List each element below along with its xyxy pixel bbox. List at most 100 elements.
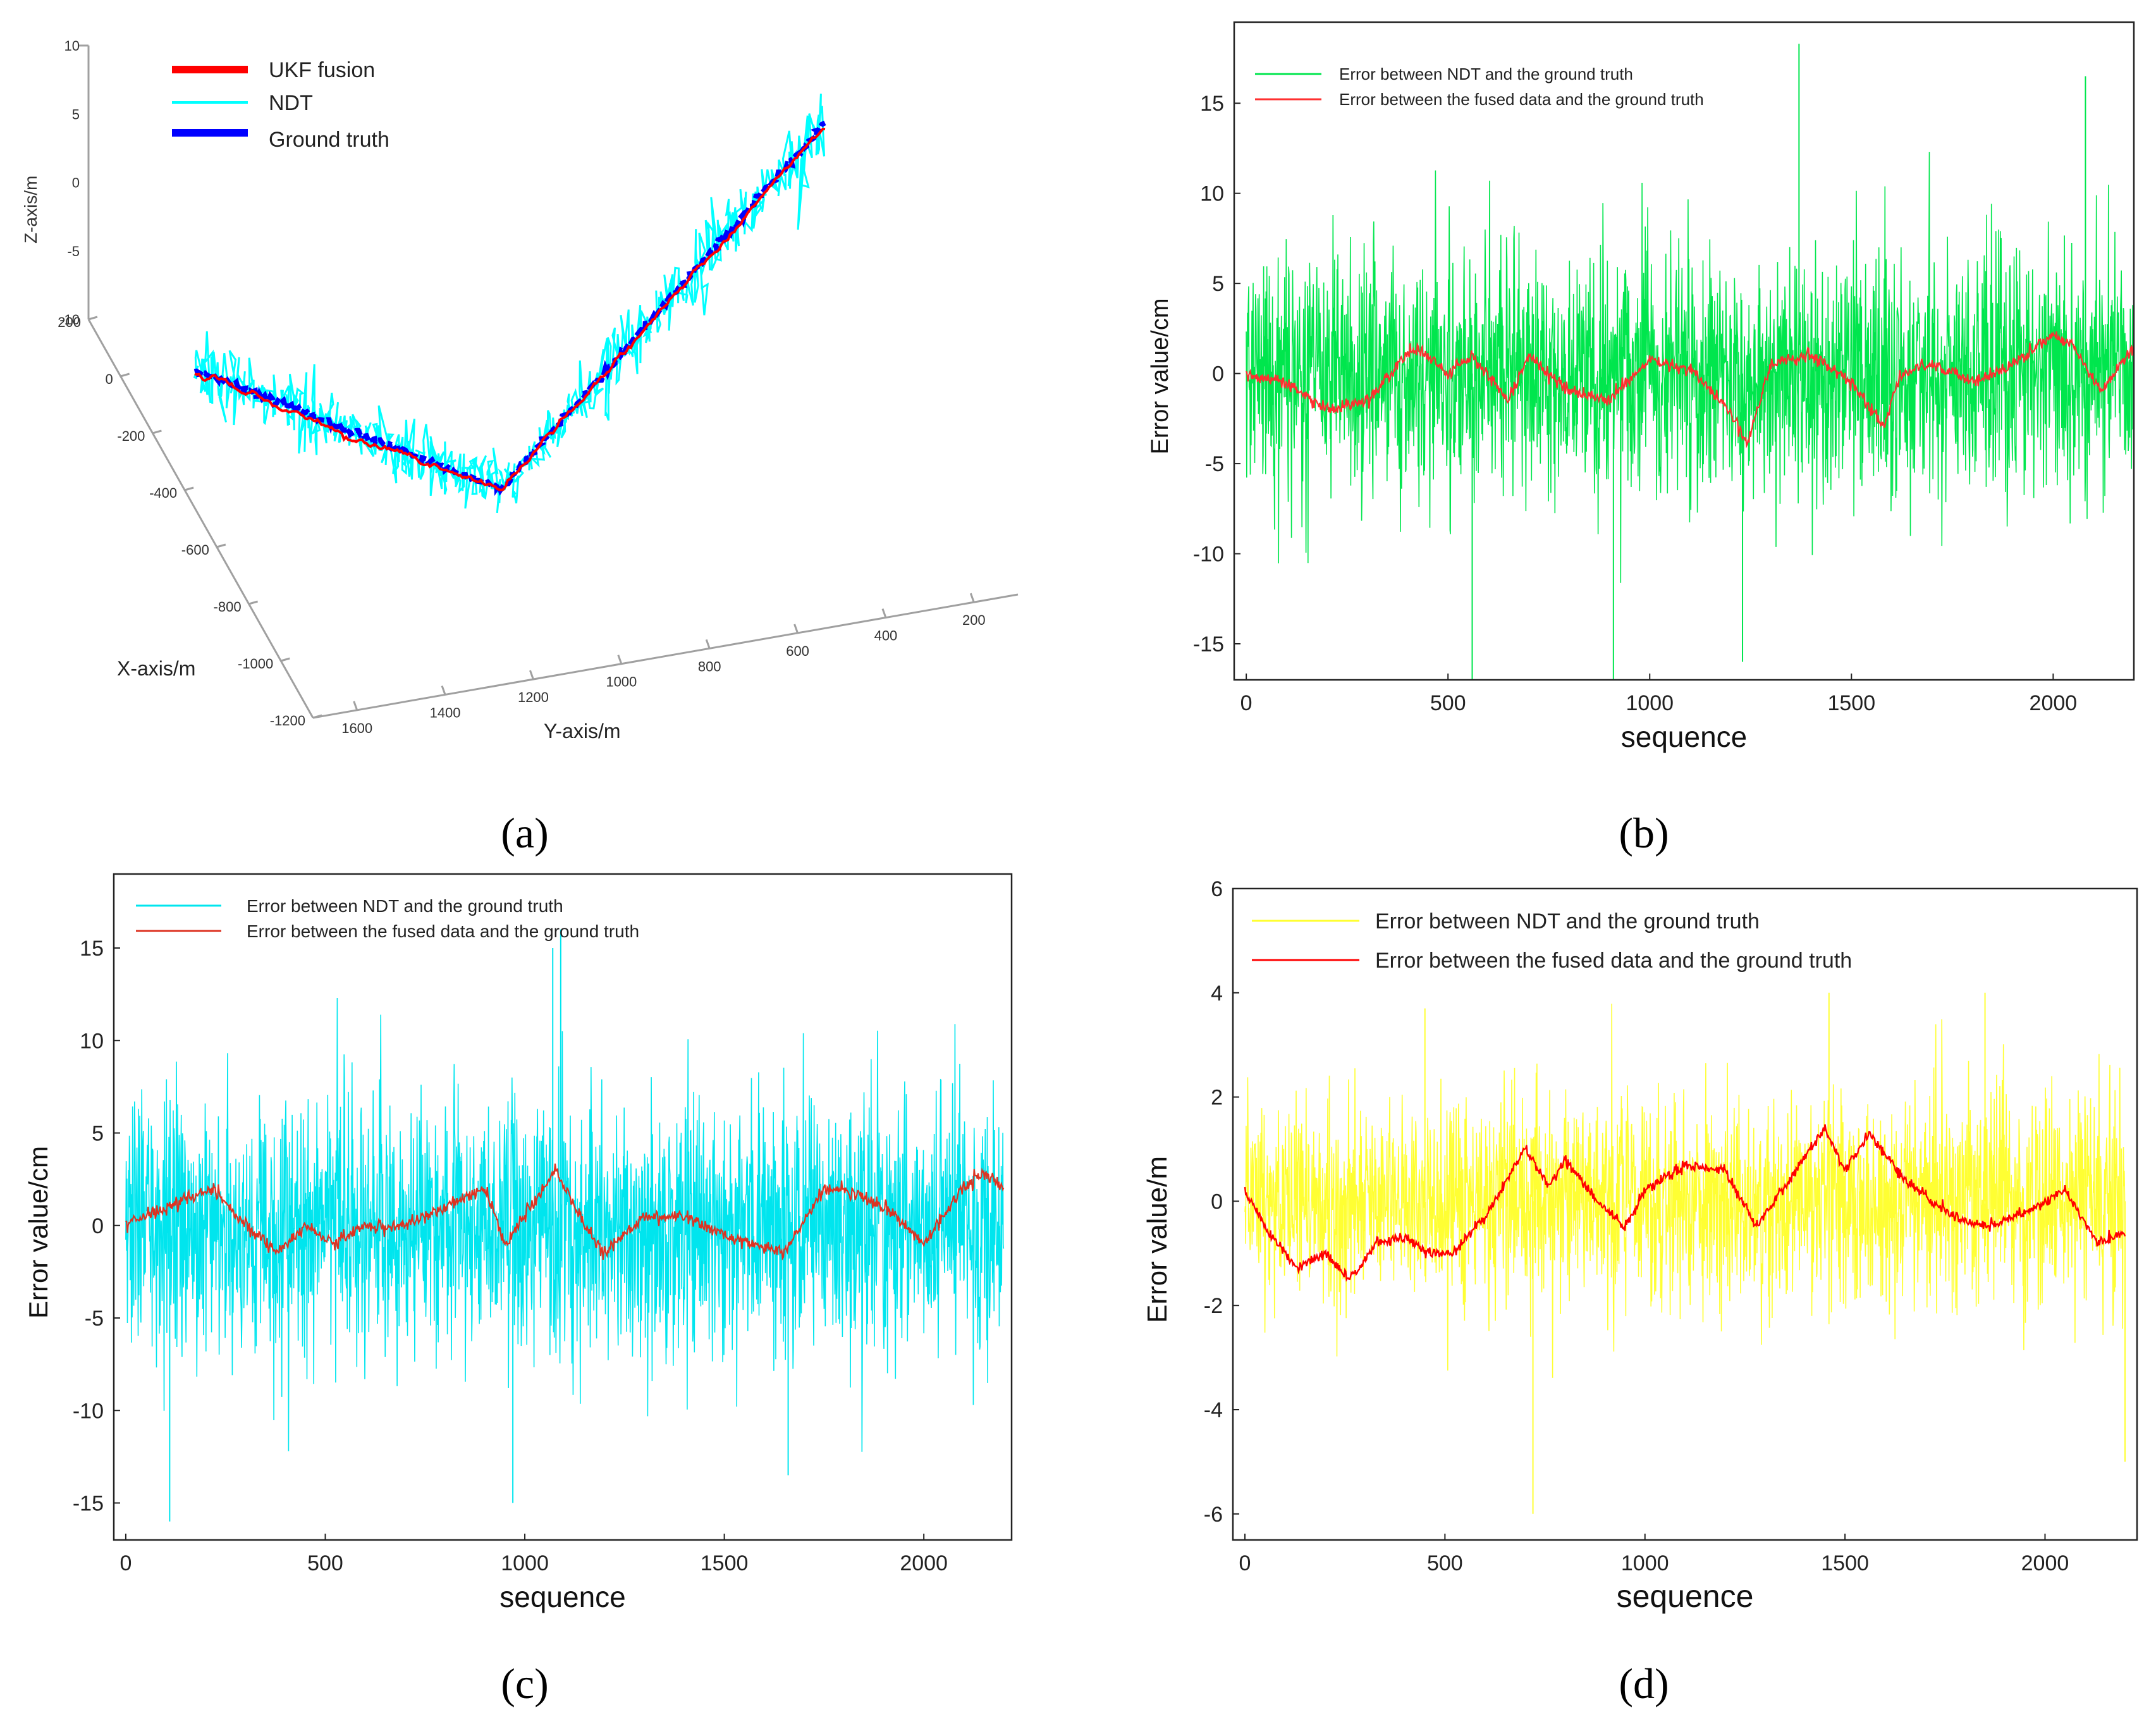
fused-error-line [1244,1124,2126,1282]
z-tick-label: 10 [64,38,80,54]
x-tick-label: -200 [117,428,145,444]
z-tick-label: 5 [72,106,80,122]
y-axis-label: Error value/cm [23,1146,53,1319]
legend-ndt-label: Error between NDT and the ground truth [1339,65,1633,83]
z-axis-label: Z-axis/m [21,176,40,243]
x-tick-label: 1500 [1821,1551,1869,1575]
y-tick-label: 15 [80,937,104,961]
x-tick-label: 1000 [1626,691,1674,715]
x-tick-mark [248,600,258,605]
x-tick-label: 1000 [501,1551,549,1575]
y-tick-mark [969,593,975,603]
x-tick-label: 2000 [2030,691,2078,715]
x-tick-label: 1500 [1827,691,1875,715]
x-tick-label: 2000 [900,1551,948,1575]
y-tick-label: 200 [962,612,986,628]
fused-error-line [1246,331,2135,449]
legend-fused-label: Error between the fused data and the gro… [1375,949,1852,973]
plot-frame [1232,887,2138,1541]
y-tick-label: 800 [698,658,721,674]
legend-ndt-label: Error between NDT and the ground truth [247,896,563,916]
panel-a: 200 0 -200 -400 -600 -800 -1000 -1200 1600 1400 12… [21,38,1019,857]
ndt-error-line [1246,152,2135,583]
y-tick-label: 10 [80,1029,104,1053]
x-tick-label: 0 [1239,1551,1251,1575]
y-tick-label: 0 [92,1214,104,1238]
x-axis-label: sequence [1617,1579,1754,1614]
series-fused-error [125,1163,1005,1261]
y-tick-mark [617,655,623,665]
legend-ndt-label: Error between NDT and the ground truth [1375,909,1760,933]
y-tick-label: 400 [874,628,898,644]
x-tick-label: -800 [214,599,242,615]
x-tick-mark [88,316,98,321]
y-axis-label: Y-axis/m [544,720,621,742]
axis-ticks: 0 500 1000 1500 2000 -15 -10 -5 0 5 10 15 [1193,92,2077,715]
panel-label-a: (a) [501,809,548,857]
y-tick-label: 0 [1212,362,1224,386]
x-tick-label: 500 [307,1551,343,1575]
x-tick-label: -400 [149,485,177,501]
x-tick-mark [312,714,322,719]
y-tick-label: 1000 [606,674,637,690]
x-tick-mark [280,657,290,662]
x-tick-mark [216,543,226,548]
z-tick-label: -5 [67,243,80,259]
axis-ticks: 0 500 1000 1500 2000 -6 -4 -2 0 2 4 6 [1204,877,2069,1575]
legend-b: Error between NDT and the ground truth E… [1255,65,1704,109]
x-tick-label: -600 [181,542,209,558]
y-tick-label: 600 [786,643,809,659]
x-tick-mark [120,373,130,378]
x-tick-label: 0 [1240,691,1253,715]
x-tick-label: 500 [1427,1551,1463,1575]
y-tick-label: 1400 [430,705,461,720]
legend-d: Error between NDT and the ground truth E… [1252,909,1852,973]
y-axis-line [312,593,1019,719]
y-tick-label: -6 [1204,1503,1223,1527]
ndt-error-line [1244,1003,2126,1378]
y-tick-label: 2 [1211,1086,1223,1110]
ndt-error-line [125,997,1005,1452]
x-tick-label: 1500 [701,1551,749,1575]
y-tick-label: -10 [1193,543,1224,567]
y-tick-label: -5 [1205,452,1224,476]
y-tick-mark [441,685,446,695]
x-tick-mark [184,486,194,491]
x-axis-label: sequence [499,1580,626,1613]
plot-frame [113,873,1013,1541]
y-tick-label: -2 [1204,1294,1223,1318]
y-axis-label: Error value/cm [1147,298,1173,454]
legend-gt-label: Ground truth [269,128,389,152]
x-tick-label: 0 [105,371,113,387]
y-tick-label: 5 [92,1122,104,1146]
panel-d: 0 500 1000 1500 2000 -6 -4 -2 0 2 4 6 sequence Erro… [1142,877,2138,1708]
legend-fused-label: Error between the fused data and the gro… [247,921,639,941]
ukf-fusion-line [194,127,826,491]
legend-ndt-label: NDT [269,91,313,115]
y-tick-label: 1600 [341,720,372,736]
x-axis-label: sequence [1621,720,1748,753]
panel-label-c: (c) [501,1659,548,1708]
y-tick-mark [353,701,358,711]
x-tick-label: -1200 [270,713,305,729]
y-tick-label: 5 [1212,272,1224,296]
y-tick-label: 6 [1211,877,1223,901]
series-ukf-trajectory [194,127,826,491]
fused-error-line [125,1163,1005,1261]
legend-ukf-label: UKF fusion [269,58,375,82]
y-tick-label: -15 [1193,632,1224,656]
y-tick-label: 4 [1211,982,1223,1006]
x-axis-line [87,319,314,718]
y-tick-label: -5 [85,1307,104,1331]
y-tick-label: -4 [1204,1398,1223,1422]
y-tick-label: 0 [1211,1190,1223,1214]
series-ndt-error [1246,44,2135,680]
x-tick-mark [152,429,162,434]
x-tick-label: -1000 [238,656,273,672]
legend-fused-label: Error between the fused data and the gro… [1339,90,1704,109]
y-axis-label: Error value/m [1142,1156,1173,1323]
y-tick-label: 10 [1200,182,1224,206]
legend-a: UKF fusion NDT Ground truth [172,58,389,152]
